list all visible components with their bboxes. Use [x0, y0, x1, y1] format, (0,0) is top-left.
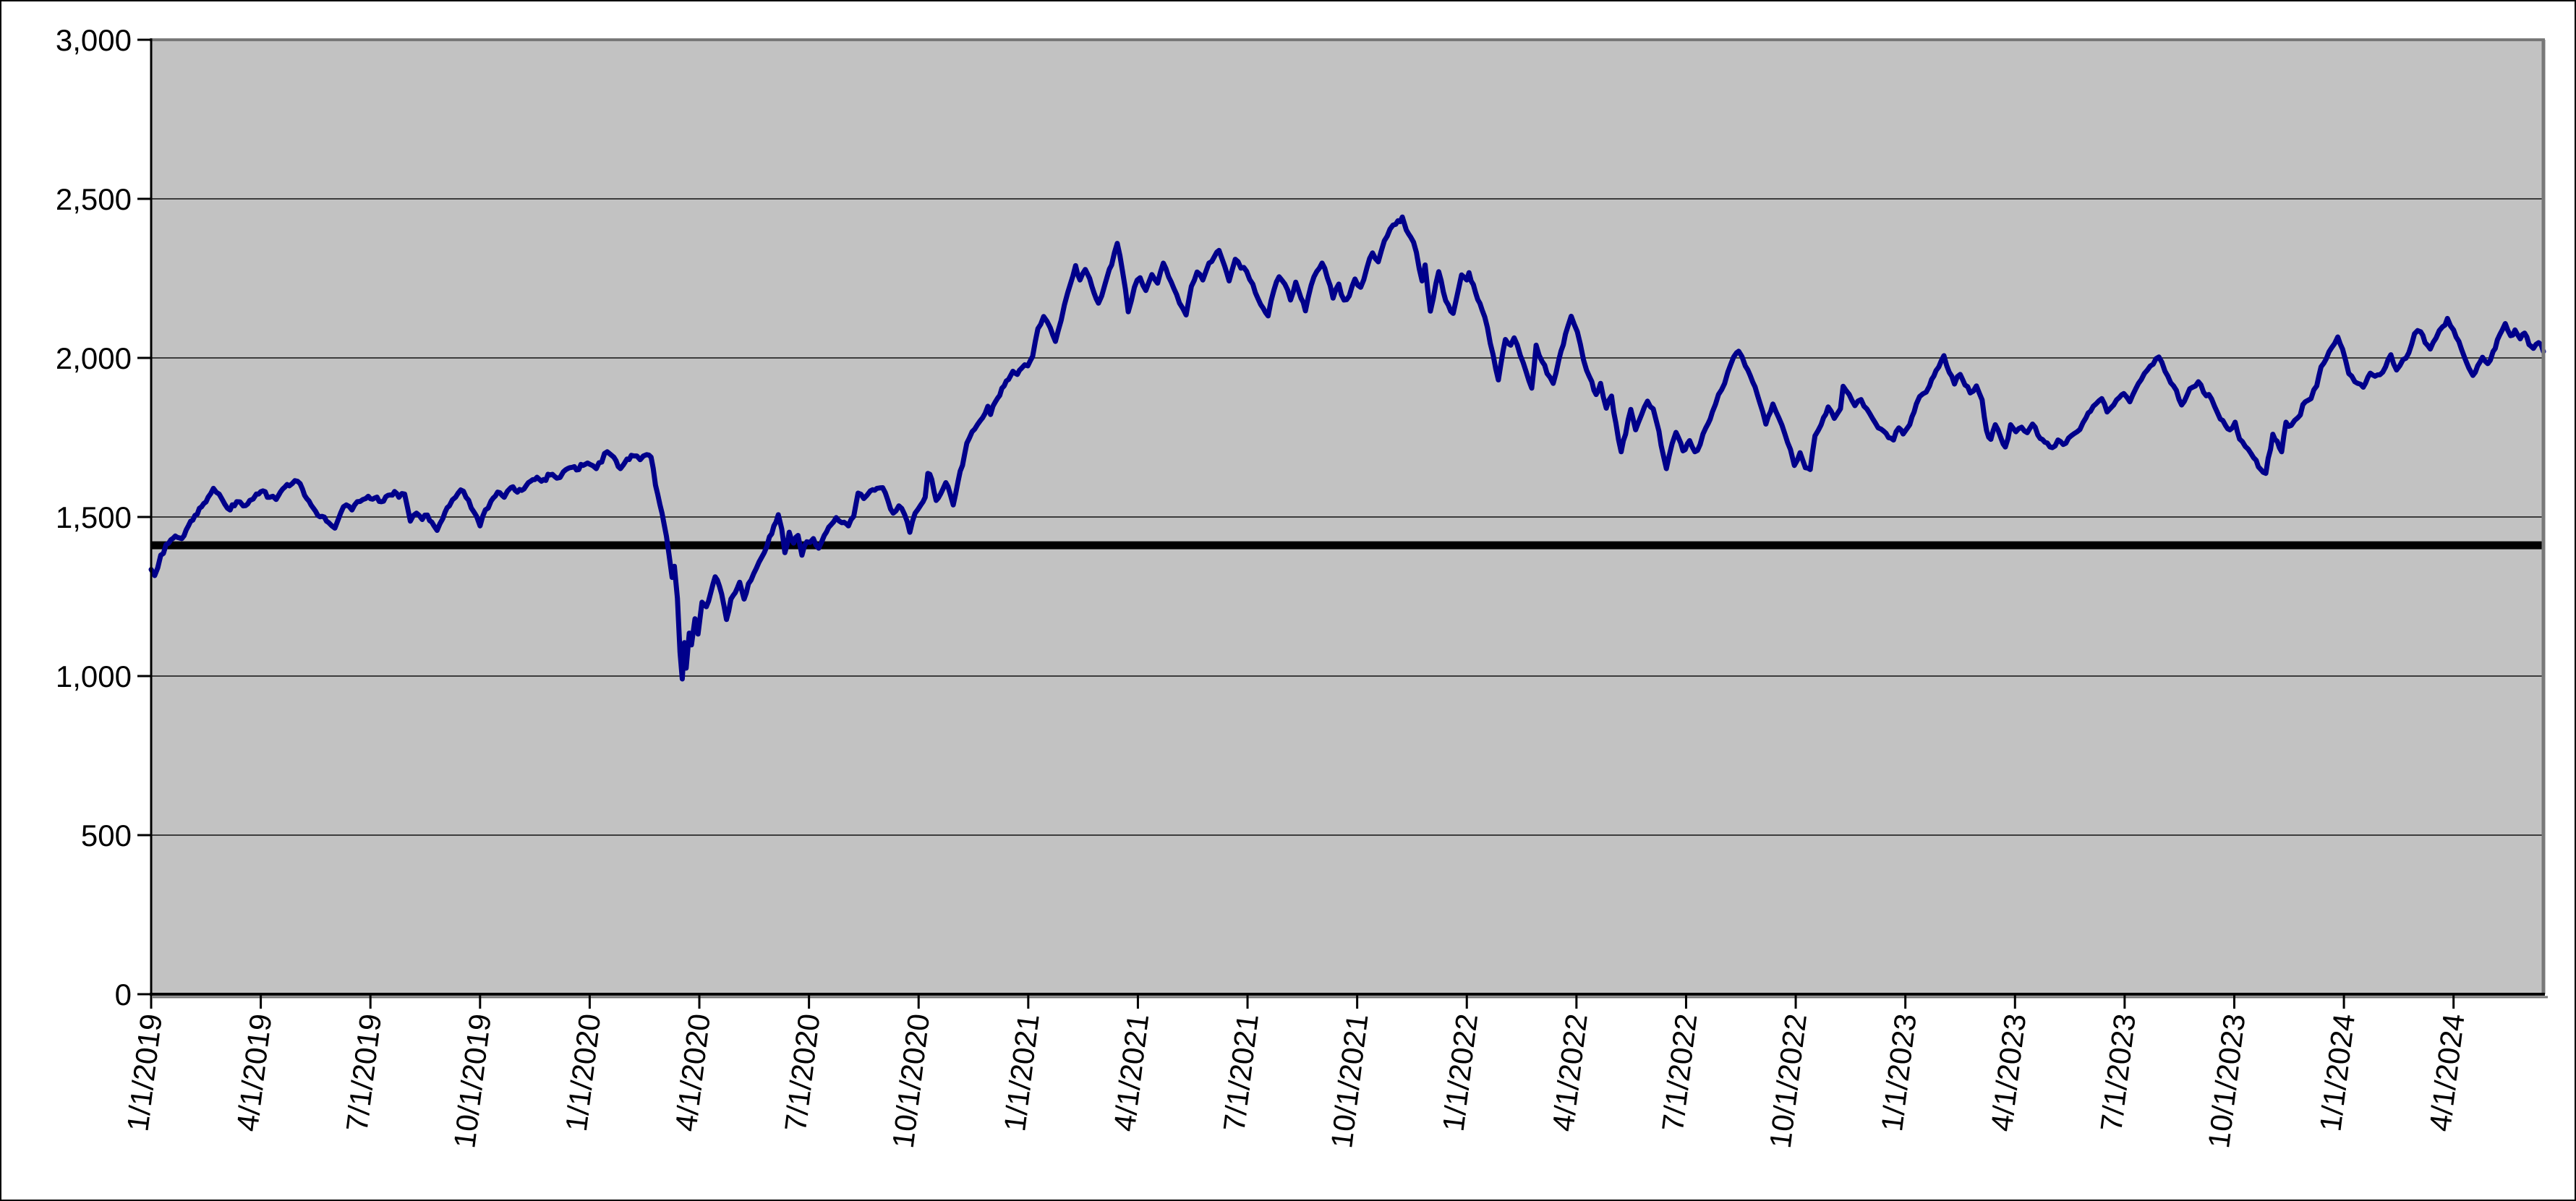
x-tick-label: 4/1/2021 [1107, 1012, 1156, 1133]
x-tick-label: 7/1/2023 [2094, 1012, 2142, 1133]
x-tick-label: 7/1/2020 [778, 1012, 827, 1133]
x-tick-label: 7/1/2022 [1655, 1012, 1704, 1133]
y-tick-label: 2,000 [56, 341, 132, 375]
x-tick-label: 1/1/2019 [120, 1012, 169, 1133]
x-tick-label: 7/1/2021 [1216, 1012, 1265, 1133]
y-tick-label: 2,500 [56, 182, 132, 216]
y-tick-label: 1,500 [56, 500, 132, 534]
x-tick-label: 4/1/2023 [1984, 1012, 2033, 1133]
y-tick-label: 0 [115, 978, 132, 1012]
x-tick-label: 1/1/2021 [997, 1012, 1046, 1133]
x-tick-label: 10/1/2022 [1763, 1012, 1813, 1150]
x-tick-label: 7/1/2019 [340, 1012, 388, 1133]
x-axis-labels: 1/1/2019 4/1/2019 7/1/2019 10/1/2019 1/1/202… [120, 1012, 2470, 1150]
x-tick-label: 1/1/2022 [1436, 1012, 1485, 1133]
data-series [148, 214, 2546, 682]
x-tick-label: 4/1/2020 [668, 1012, 717, 1133]
x-tick-label: 10/1/2019 [447, 1012, 497, 1150]
x-tick-label: 1/1/2023 [1875, 1012, 1923, 1133]
y-tick-label: 1,000 [56, 659, 132, 693]
x-tick-label: 4/1/2024 [2423, 1012, 2471, 1133]
x-tick-label: 1/1/2020 [559, 1012, 607, 1133]
x-tick-label: 10/1/2021 [1324, 1012, 1374, 1150]
y-tick-label: 500 [81, 819, 132, 852]
x-tick-label: 10/1/2023 [2201, 1012, 2251, 1150]
y-axis-labels: 0 500 1,000 1,500 2,000 2,500 3,000 [56, 23, 132, 1012]
y-tick-label: 3,000 [56, 23, 132, 57]
axis-ticks [137, 38, 2455, 1009]
x-tick-label: 4/1/2022 [1545, 1012, 1594, 1133]
x-tick-label: 4/1/2019 [230, 1012, 278, 1133]
x-tick-label: 10/1/2020 [886, 1012, 936, 1150]
series-line-index-level [148, 214, 2546, 682]
x-tick-label: 1/1/2024 [2313, 1012, 2361, 1133]
